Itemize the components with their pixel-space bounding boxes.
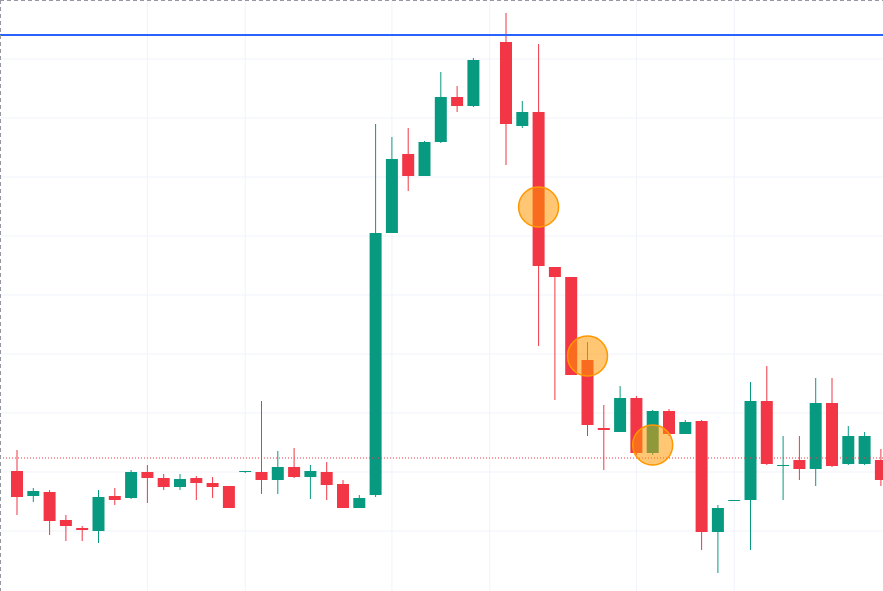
candle-body	[59, 520, 72, 526]
candle-body	[174, 479, 186, 487]
candle-body	[27, 491, 40, 496]
candle-body	[777, 465, 790, 466]
candle-body	[874, 460, 883, 480]
candle-body	[125, 472, 138, 498]
candle-body	[826, 403, 838, 466]
candle-body	[663, 411, 675, 434]
candle-body	[92, 497, 105, 531]
candle-body	[744, 401, 757, 500]
candle-body	[320, 472, 333, 485]
candle-body	[614, 398, 627, 432]
candle-body	[369, 233, 382, 495]
candle-body	[239, 471, 252, 472]
candle-body	[467, 60, 480, 106]
candle-body	[141, 472, 154, 478]
plot	[0, 13, 883, 573]
candle-body	[728, 500, 741, 501]
candle-body	[793, 460, 806, 469]
candle-body	[353, 498, 366, 508]
candle-body	[548, 267, 561, 277]
candle-body	[222, 486, 235, 508]
signal-marker	[566, 335, 609, 377]
signal-marker	[631, 424, 674, 466]
candle-body	[402, 154, 415, 176]
candle-body	[695, 421, 708, 532]
candle-body	[500, 42, 512, 124]
candle-body	[76, 528, 89, 530]
candle-body	[43, 492, 56, 521]
candle-body	[434, 97, 447, 142]
candle-body	[679, 422, 692, 434]
candle-body	[842, 436, 855, 464]
candle-body	[337, 484, 349, 508]
candle-body	[11, 471, 23, 497]
candle-body	[809, 403, 822, 469]
candle-body	[858, 436, 871, 464]
candle-body	[288, 467, 301, 477]
candle-body	[516, 112, 529, 126]
candle-body	[418, 142, 431, 176]
candle-body	[760, 401, 773, 464]
candle-body	[597, 428, 610, 430]
candle-body	[206, 483, 219, 487]
candle-body	[255, 472, 268, 480]
candle-body	[157, 478, 170, 487]
candle-body	[385, 159, 398, 233]
candle-body	[271, 467, 284, 480]
candle-body	[108, 496, 121, 500]
candle-body	[304, 471, 317, 477]
candle-body	[190, 478, 203, 483]
signal-marker	[517, 186, 560, 228]
candle-body	[711, 508, 724, 532]
candle-body	[451, 97, 464, 106]
